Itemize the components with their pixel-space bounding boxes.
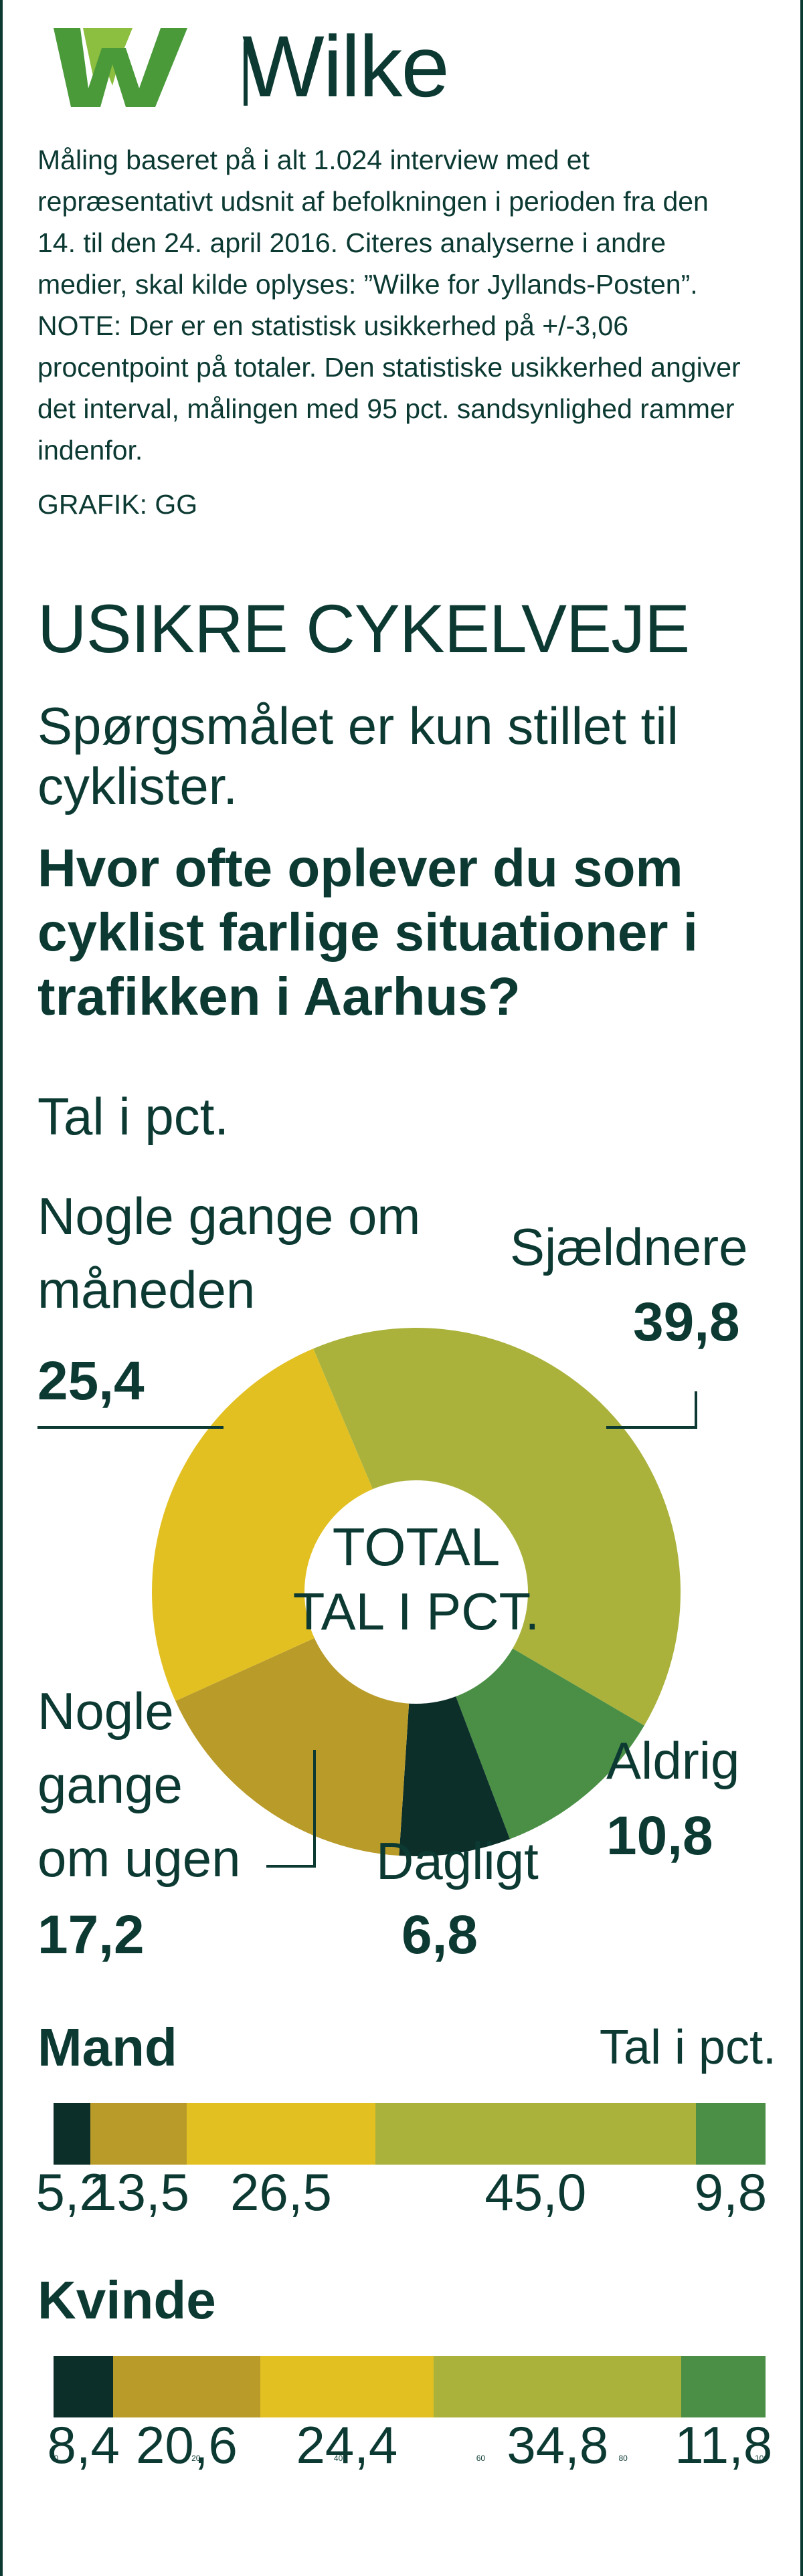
bar-value-label-0-1: 13,5	[88, 2163, 190, 2221]
bar-value-label-0-4: 9,8	[694, 2163, 768, 2221]
chart-subtitle: Spørgsmålet er kun stillet til cyklister…	[37, 696, 679, 815]
bar-segment-0-3	[375, 2103, 696, 2165]
bar-value-label-1-3: 34,8	[507, 2415, 609, 2474]
bar-segment-1-1	[113, 2356, 260, 2417]
slice-label-ugen-1: Nogle	[37, 1682, 174, 1741]
slice-label-ugen-3: om ugen	[37, 1829, 241, 1888]
bar-value-label-1-1: 20,6	[136, 2415, 238, 2474]
slice-value-maaneden: 25,4	[37, 1351, 145, 1411]
methodology-note: Måling baseret på i alt 1.024 interview …	[37, 144, 741, 466]
slice-label-maaneden-2: måneden	[37, 1260, 256, 1319]
logo-separator	[244, 41, 248, 106]
bar-segment-1-3	[434, 2356, 682, 2417]
bar-value-label-1-0: 8,4	[47, 2415, 120, 2474]
slice-value-dagligt: 6,8	[402, 1904, 478, 1965]
donut-slice-2	[399, 1592, 510, 1857]
bar-axis-tick-3: 60	[476, 2454, 486, 2463]
bar-segment-1-0	[54, 2356, 114, 2417]
frame-right-border	[800, 0, 803, 2576]
slice-label-aldrig: Aldrig	[606, 1731, 740, 1790]
bar-value-label-1-2: 24,4	[296, 2415, 398, 2474]
graphic-credit: GRAFIK: GG	[37, 489, 198, 520]
donut-slice-1	[416, 1592, 644, 1840]
bar-value-label-0-0: 5,2	[35, 2163, 108, 2221]
wilke-w-icon	[54, 28, 187, 107]
slice-label-maaneden-1: Nogle gange om	[37, 1187, 421, 1246]
bar-group-title-mand: Mand	[37, 2017, 177, 2077]
bar-axis-tick-5: 100	[754, 2454, 769, 2463]
slice-label-ugen-2: gange	[37, 1755, 183, 1814]
bar-axis-tick-2: 40	[333, 2454, 343, 2463]
bar-row-mand	[54, 2103, 766, 2165]
bar-value-label-0-2: 26,5	[230, 2163, 332, 2221]
donut-center-label-2: TAL I PCT.	[293, 1582, 539, 1641]
unit-label: Tal i pct.	[37, 1087, 230, 1146]
chart-title: USIKRE CYKELVEJE	[37, 591, 690, 667]
bar-row-kvinde	[54, 2356, 766, 2417]
bar-unit-label: Tal i pct.	[599, 2021, 776, 2074]
slice-value-sjaeldnere: 39,8	[633, 1292, 740, 1353]
bar-segment-0-0	[54, 2103, 91, 2165]
donut-slice-0	[313, 1327, 681, 1726]
slice-label-dagligt: Dagligt	[376, 1831, 539, 1890]
donut-hole	[304, 1480, 528, 1704]
donut-slice-3	[175, 1592, 416, 1856]
slice-value-aldrig: 10,8	[606, 1805, 713, 1866]
bar-segment-0-2	[186, 2103, 375, 2165]
bar-segment-1-2	[260, 2356, 434, 2417]
slice-value-ugen: 17,2	[37, 1904, 145, 1965]
bar-axis-tick-0: 0	[54, 2454, 59, 2463]
frame-left-border	[0, 0, 3, 2576]
bar-axis-tick-1: 20	[191, 2454, 201, 2463]
bar-value-label-1-4: 11,8	[675, 2415, 773, 2474]
survey-question: Hvor ofte oplever du som cyklist farlige…	[37, 838, 698, 1026]
bar-segment-0-4	[695, 2103, 766, 2165]
bar-segment-1-4	[681, 2356, 766, 2417]
leader-line-ugen	[266, 1750, 316, 1868]
slice-label-sjaeldnere: Sjældnere	[510, 1217, 748, 1276]
leader-line-sjaeldnere	[606, 1391, 697, 1429]
donut-slice-4	[151, 1349, 416, 1701]
logo-wordmark: Wilke	[242, 17, 450, 115]
bar-axis-tick-4: 80	[618, 2454, 628, 2463]
bar-group-title-kvinde: Kvinde	[37, 2270, 216, 2330]
bar-segment-0-1	[90, 2103, 187, 2165]
donut-center-label-1: TOTAL	[333, 1517, 500, 1577]
bar-value-label-0-3: 45,0	[484, 2163, 587, 2221]
